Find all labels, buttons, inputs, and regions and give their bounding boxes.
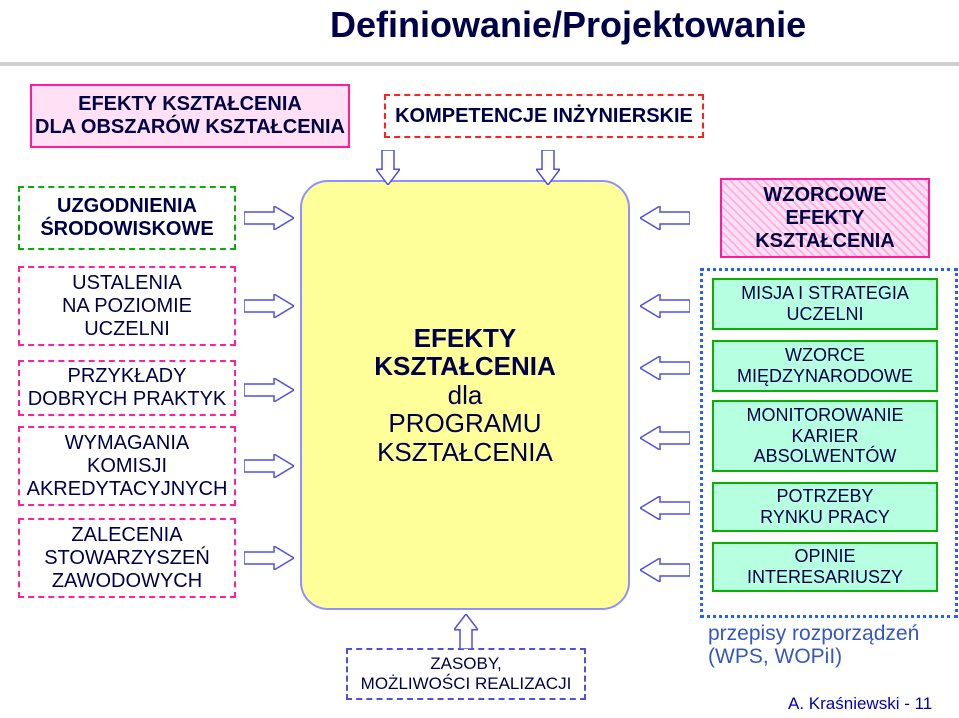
box-wzorcowe: WZORCOWEEFEKTYKSZTAŁCENIA <box>720 178 930 258</box>
arrow <box>244 546 294 570</box>
right-item-4: OPINIEINTERESARIUSZY <box>712 542 938 592</box>
arrow <box>454 614 478 649</box>
arrow <box>536 150 560 185</box>
diagram-root: { "canvas":{"w":959,"h":718,"bg":"#fffff… <box>0 0 959 718</box>
arrow <box>640 426 690 450</box>
arrow <box>640 558 690 582</box>
header-divider <box>0 62 959 66</box>
arrow <box>244 454 294 478</box>
box-kompetencje: KOMPETENCJE INŻYNIERSKIE <box>384 94 704 138</box>
central-text: EFEKTYKSZTAŁCENIAdlaPROGRAMUKSZTAŁCENIA <box>374 324 556 467</box>
left-box-4: ZALECENIASTOWARZYSZEŃZAWODOWYCH <box>18 518 236 598</box>
arrow <box>376 150 400 185</box>
arrow <box>244 206 294 230</box>
left-box-3: WYMAGANIAKOMISJIAKREDYTACYJNYCH <box>18 426 236 506</box>
right-item-0: MISJA I STRATEGIAUCZELNI <box>712 278 938 330</box>
left-box-0: UZGODNIENIAŚRODOWISKOWE <box>18 186 236 250</box>
right-item-2: MONITOROWANIEKARIERABSOLWENTÓW <box>712 400 938 472</box>
left-box-2: PRZYKŁADYDOBRYCH PRAKTYK <box>18 360 236 416</box>
arrow <box>640 356 690 380</box>
central-box: EFEKTYKSZTAŁCENIAdlaPROGRAMUKSZTAŁCENIA <box>300 180 630 610</box>
footer-credit: A. Kraśniewski - 11 <box>788 694 932 714</box>
right-item-1: WZORCEMIĘDZYNARODOWE <box>712 340 938 392</box>
arrow <box>640 206 690 230</box>
right-item-3: POTRZEBYRYNKU PRACY <box>712 482 938 532</box>
bottom-note: przepisy rozporządzeń(WPS, WOPiI) <box>708 622 919 668</box>
left-box-1: USTALENIANA POZIOMIEUCZELNI <box>18 266 236 346</box>
arrow <box>244 294 294 318</box>
page-title: Definiowanie/Projektowanie <box>330 4 806 46</box>
arrow <box>640 496 690 520</box>
arrow <box>244 378 294 402</box>
bottom-box: ZASOBY,MOŻLIWOŚCI REALIZACJI <box>346 648 586 700</box>
box-efekty-obszarow: EFEKTY KSZTAŁCENIADLA OBSZARÓW KSZTAŁCEN… <box>30 84 350 148</box>
arrow <box>640 294 690 318</box>
